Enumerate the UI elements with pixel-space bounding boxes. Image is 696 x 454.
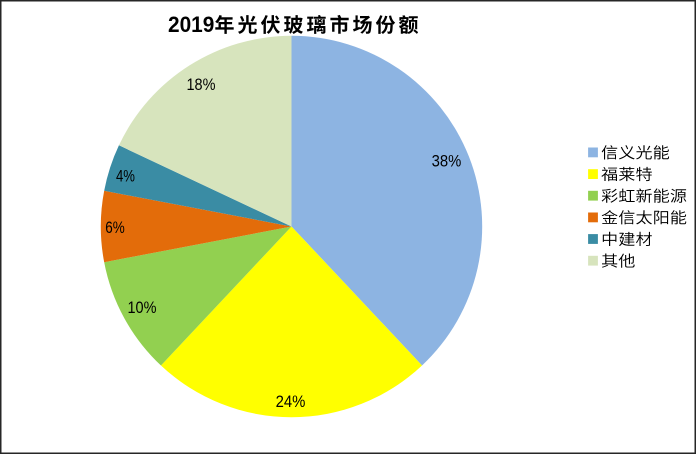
svg-text:18%: 18% xyxy=(187,75,216,94)
svg-text:2019: 2019 xyxy=(168,12,214,37)
svg-text:6%: 6% xyxy=(105,218,125,237)
svg-text:24%: 24% xyxy=(276,392,306,411)
svg-text:4%: 4% xyxy=(116,166,135,185)
svg-text:38%: 38% xyxy=(432,151,462,170)
svg-text:10%: 10% xyxy=(128,298,157,317)
